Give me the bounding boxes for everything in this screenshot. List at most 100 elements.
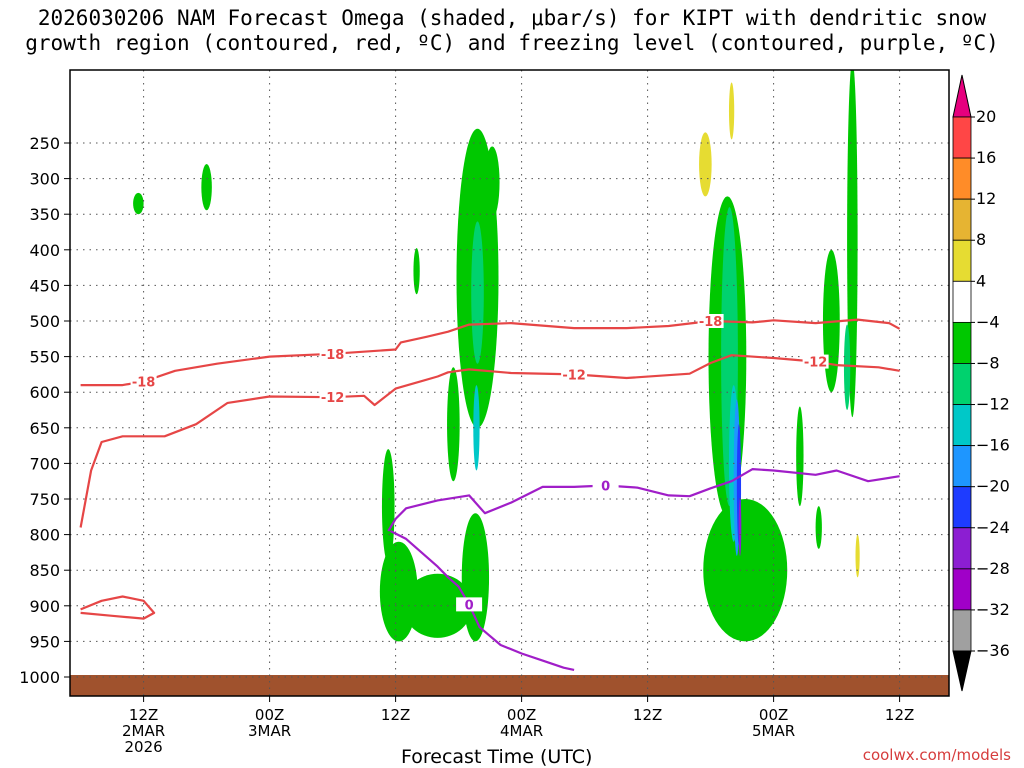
colorbar-label: −28: [976, 559, 1010, 578]
y-tick-label-750: 750: [29, 490, 60, 509]
contour-label: -12: [562, 368, 586, 383]
omega-region-13: [728, 82, 735, 140]
plot-frame: [69, 69, 950, 697]
contour-line-3: [387, 468, 900, 532]
contour-label: -12: [321, 391, 345, 406]
y-tick-label-600: 600: [29, 383, 60, 402]
colorbar-label: 20: [976, 107, 996, 126]
chart-title-line2: growth region (contoured, red, ºC) and f…: [25, 31, 999, 55]
x-tick-label: 12Z: [381, 706, 410, 724]
contour-label: -18: [699, 315, 723, 330]
colorbar-label: −16: [976, 436, 1010, 455]
y-axis: 250 300 350 400 450 500 550 600 650 700 750 800 850 9…: [19, 134, 70, 687]
x-tick-label: 12Z: [633, 706, 662, 724]
y-tick-label-650: 650: [29, 419, 60, 438]
omega-region-8: [402, 573, 473, 638]
omega-region-18: [847, 70, 858, 418]
x-tick-label: 4MAR: [500, 722, 543, 740]
omega-region-0: [133, 192, 144, 215]
y-tick-label-700: 700: [29, 454, 60, 473]
contour-label: -12: [804, 356, 828, 371]
y-tick-label-350: 350: [29, 205, 60, 224]
colorbar-legend: 20 16 12 8 4 −4 −8 −12 −16 −20 −24 −28 −32 −36: [952, 74, 1010, 692]
colorbar-label: −24: [976, 518, 1010, 537]
y-tick-label-950: 950: [29, 632, 60, 651]
contour-label-bg: [561, 367, 588, 382]
colorbar-swatch: [952, 116, 972, 159]
y-tick-label-800: 800: [29, 526, 60, 545]
colorbar-label: −20: [976, 477, 1010, 496]
y-tick-label-550: 550: [29, 348, 60, 367]
colorbar-swatch: [952, 321, 972, 364]
colorbar-swatch: [952, 486, 972, 529]
contour-label: 0: [601, 479, 610, 494]
omega-region-25: [843, 324, 851, 410]
contour-label: -18: [132, 376, 156, 391]
omega-region-5: [471, 221, 484, 364]
contour-line-2: [80, 595, 156, 620]
x-tick-label: 2MAR: [122, 722, 165, 740]
colorbar-swatch: [952, 198, 972, 241]
colorbar-swatch: [952, 609, 972, 652]
grid-lines: [70, 70, 949, 696]
y-tick-label-1000: 1000: [19, 668, 60, 687]
x-tick-label: 5MAR: [752, 722, 795, 740]
omega-region-2: [413, 248, 420, 295]
omega-region-11: [473, 385, 480, 471]
omega-region-27: [855, 534, 860, 578]
colorbar-label: 16: [976, 148, 996, 167]
colorbar-swatch: [952, 527, 972, 570]
x-tick-label: 00Z: [759, 706, 788, 724]
omega-shading: [133, 70, 860, 642]
contour-label: -18: [321, 348, 345, 363]
colorbar-label: −12: [976, 395, 1010, 414]
contour-label-bg: [456, 597, 483, 612]
y-tick-label-450: 450: [29, 276, 60, 295]
chart-title-line1: 2026030206 NAM Forecast Omega (shaded, μ…: [37, 6, 987, 30]
x-tick-label: 12Z: [885, 706, 914, 724]
omega-region-1: [201, 164, 212, 211]
colorbar-swatch: [952, 404, 972, 447]
x-axis-label: Forecast Time (UTC): [401, 746, 593, 768]
omega-region-15: [703, 499, 788, 642]
colorbar-swatch: [952, 568, 972, 611]
x-tick-label: 3MAR: [248, 722, 291, 740]
colorbar-swatch: [952, 280, 972, 323]
contour-line-1: [79, 354, 900, 528]
contour-label-bg: [319, 346, 346, 361]
omega-region-26: [815, 506, 822, 549]
y-tick-label-500: 500: [29, 312, 60, 331]
colorbar-label: −32: [976, 600, 1010, 619]
x-tick-label: 12Z: [129, 706, 158, 724]
colorbar-swatch: [952, 239, 972, 282]
x-tick-label: 2026: [125, 738, 163, 756]
contour-label-bg: [130, 374, 157, 389]
contour-label-bg: [802, 354, 829, 369]
y-tick-label-250: 250: [29, 134, 60, 153]
contour-label-bg: [697, 314, 724, 328]
omega-region-16: [796, 406, 804, 507]
colorbar-label: −8: [976, 353, 1000, 372]
contour-label-bg: [592, 478, 619, 493]
contour-line-0: [80, 318, 901, 387]
colorbar-label: 12: [976, 189, 996, 208]
colorbar-swatch: [952, 157, 972, 200]
colorbar-label: −4: [976, 312, 1000, 331]
y-tick-label-400: 400: [29, 241, 60, 260]
ground-fill: [70, 675, 949, 696]
ground-layer: [70, 675, 949, 696]
omega-region-9: [447, 367, 460, 482]
omega-region-4: [484, 146, 500, 218]
contour-label: 0: [465, 598, 474, 613]
y-tick-label-900: 900: [29, 597, 60, 616]
colorbar-label: −36: [976, 641, 1010, 660]
y-tick-label-300: 300: [29, 170, 60, 189]
colorbar-under-arrow: [952, 650, 972, 692]
colorbar-swatch: [952, 445, 972, 488]
contour-lines: [79, 318, 901, 671]
contour-labels: -18 -18 -18 -12 -12 -12 0 0: [130, 314, 829, 613]
x-tick-label: 00Z: [507, 706, 536, 724]
omega-region-24: [738, 498, 742, 556]
